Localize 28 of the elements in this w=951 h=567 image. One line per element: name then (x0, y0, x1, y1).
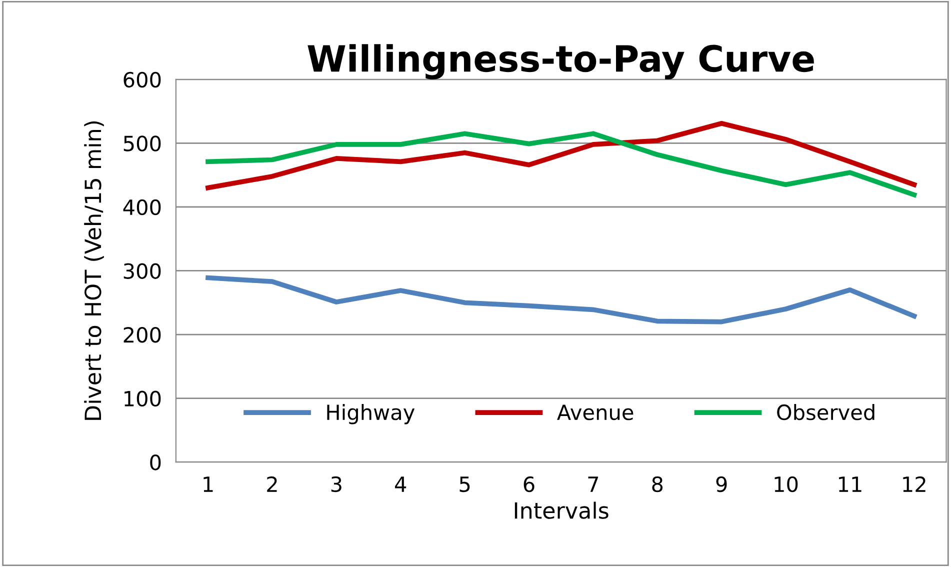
chart-title: Willingness-to-Pay Curve (308, 44, 814, 80)
line-series (206, 275, 917, 324)
x-tick-label: 10 (774, 476, 798, 492)
x-tick-label: 12 (903, 476, 926, 492)
x-tick-label: 3 (331, 476, 342, 492)
x-tick-label: 2 (267, 476, 277, 492)
x-tick-label: 9 (716, 476, 727, 492)
y-tick-label: 500 (124, 136, 161, 152)
x-tick-label: 8 (652, 476, 663, 492)
y-axis-title: Divert to HOT (Veh/15 min) (84, 121, 104, 420)
y-tick-label: 200 (124, 326, 161, 343)
x-tick-label: 4 (395, 476, 406, 492)
line-series (206, 120, 917, 190)
x-tick-label: 11 (838, 476, 862, 492)
y-tick-label: 400 (123, 199, 161, 216)
legend-label: Highway (327, 404, 415, 424)
x-axis-title: Intervals (514, 502, 608, 519)
x-tick-label: 5 (460, 476, 470, 492)
x-tick-label: 1 (204, 476, 213, 492)
y-tick-label: 0 (150, 454, 161, 470)
y-tick-label: 300 (124, 263, 161, 279)
y-tick-label: 100 (124, 390, 161, 407)
y-tick-label: 600 (124, 72, 161, 88)
line-series (206, 131, 917, 198)
x-tick-label: 6 (524, 476, 534, 492)
legend-label: Avenue (557, 404, 634, 420)
x-tick-label: 7 (588, 476, 598, 492)
legend-label: Observed (777, 404, 874, 420)
